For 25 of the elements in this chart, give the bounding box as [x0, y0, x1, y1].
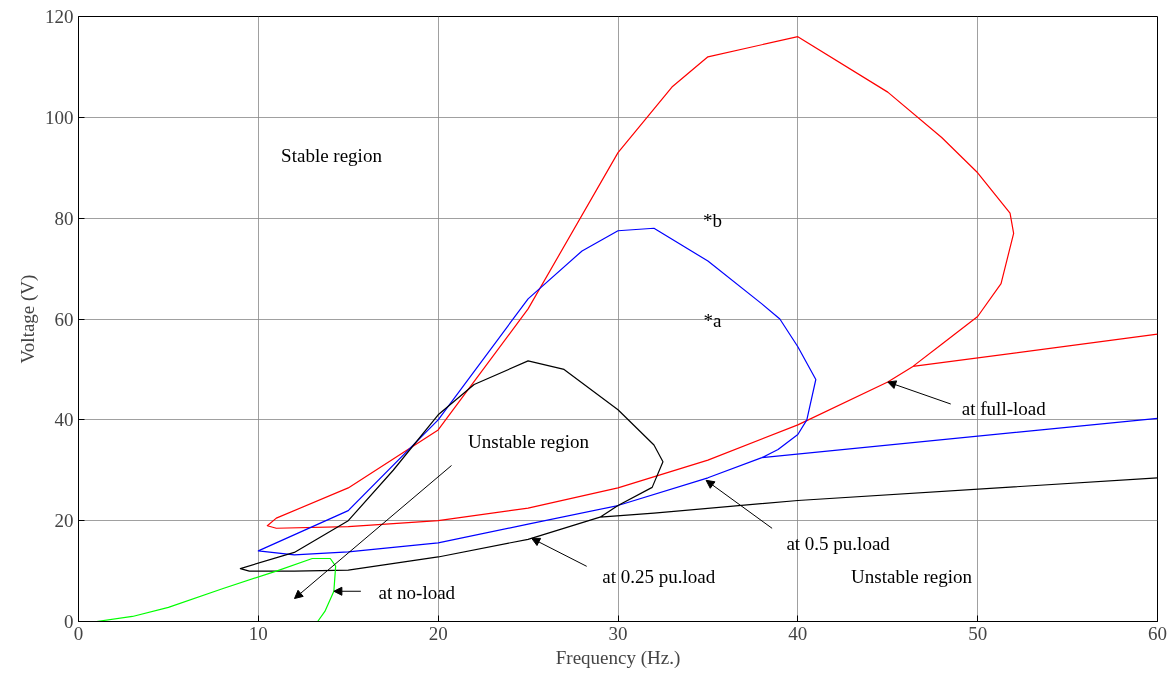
x-tick-label: 50 — [968, 622, 988, 644]
y-axis-title: Voltage (V) — [17, 274, 39, 364]
annotation: at full-load — [961, 397, 1047, 419]
annotation: *a — [703, 310, 723, 331]
annotation: Unstable region — [468, 431, 590, 452]
y-tick-label: 40 — [54, 409, 74, 431]
annotation: Stable region — [281, 145, 383, 166]
y-tick-label: 20 — [54, 510, 74, 532]
x-tick-label: 30 — [608, 622, 628, 644]
annotation: at no-load — [378, 581, 456, 603]
y-tick-label: 100 — [45, 106, 74, 128]
x-axis-title: Frequency (Hz.) — [555, 646, 681, 669]
annotation: at 0.25 pu.load — [602, 565, 716, 587]
annotation: *b — [703, 210, 722, 231]
annotation: at 0.5 pu.load — [786, 532, 891, 554]
x-tick-label: 10 — [248, 622, 268, 644]
y-tick-label: 60 — [54, 308, 74, 330]
x-tick-label: 20 — [428, 622, 448, 644]
x-tick-label: 40 — [788, 622, 808, 644]
line-series — [266, 36, 1158, 529]
x-tick-label: 60 — [1148, 622, 1167, 644]
y-tick-label: 120 — [45, 6, 74, 27]
line-series — [257, 227, 1158, 556]
annotation: Unstable region — [851, 566, 973, 587]
y-tick-label: 80 — [54, 207, 74, 229]
